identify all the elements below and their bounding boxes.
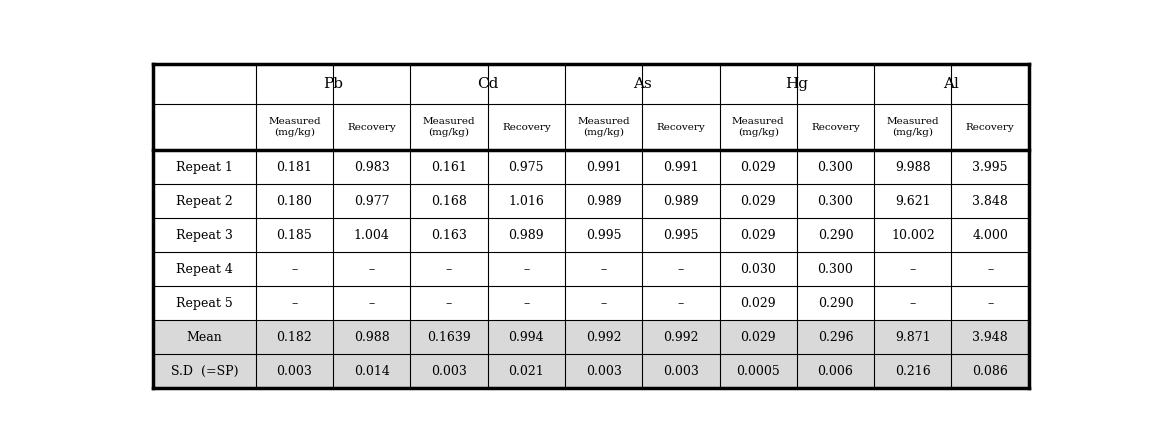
Text: 0.989: 0.989 [586, 195, 621, 208]
Text: 0.300: 0.300 [817, 195, 853, 208]
Text: 0.163: 0.163 [431, 229, 467, 242]
Text: S.D  (=SP): S.D (=SP) [171, 365, 239, 378]
Text: 0.168: 0.168 [431, 195, 467, 208]
Text: –: – [678, 263, 684, 276]
Text: 0.991: 0.991 [663, 161, 699, 174]
Text: –: – [292, 297, 297, 310]
Text: 0.180: 0.180 [277, 195, 312, 208]
Text: Measured
(mg/kg): Measured (mg/kg) [269, 117, 321, 137]
Text: Recovery: Recovery [502, 123, 551, 132]
Text: 0.216: 0.216 [895, 365, 930, 378]
Text: Pb: Pb [323, 77, 344, 91]
Text: 0.014: 0.014 [354, 365, 390, 378]
Text: 0.975: 0.975 [508, 161, 544, 174]
Text: –: – [523, 297, 529, 310]
Text: 0.086: 0.086 [972, 365, 1008, 378]
Text: 3.948: 3.948 [972, 331, 1008, 344]
Text: 9.621: 9.621 [895, 195, 930, 208]
Text: 0.029: 0.029 [740, 331, 776, 344]
Text: 0.992: 0.992 [663, 331, 699, 344]
Text: Mean: Mean [187, 331, 223, 344]
Text: 0.995: 0.995 [586, 229, 621, 242]
Text: 0.029: 0.029 [740, 161, 776, 174]
Text: –: – [446, 263, 452, 276]
Text: –: – [678, 297, 684, 310]
Text: 0.989: 0.989 [508, 229, 544, 242]
Text: 0.181: 0.181 [277, 161, 312, 174]
Text: 0.003: 0.003 [277, 365, 312, 378]
Text: 0.003: 0.003 [431, 365, 467, 378]
Text: 9.871: 9.871 [895, 331, 930, 344]
Text: As: As [633, 77, 651, 91]
Text: –: – [987, 297, 993, 310]
Text: 3.995: 3.995 [972, 161, 1008, 174]
Text: 0.290: 0.290 [817, 297, 853, 310]
Text: 0.029: 0.029 [740, 297, 776, 310]
Text: 0.983: 0.983 [354, 161, 390, 174]
Text: 0.029: 0.029 [740, 195, 776, 208]
Text: 0.161: 0.161 [431, 161, 467, 174]
Text: Repeat 3: Repeat 3 [176, 229, 233, 242]
Text: Hg: Hg [785, 77, 808, 91]
Text: –: – [292, 263, 297, 276]
Text: Recovery: Recovery [812, 123, 860, 132]
Text: Measured
(mg/kg): Measured (mg/kg) [732, 117, 784, 137]
Text: 0.003: 0.003 [663, 365, 699, 378]
Text: 0.006: 0.006 [817, 365, 853, 378]
Text: Cd: Cd [477, 77, 498, 91]
Text: 0.030: 0.030 [740, 263, 776, 276]
Text: 0.988: 0.988 [354, 331, 390, 344]
Text: 0.185: 0.185 [277, 229, 312, 242]
Text: 0.290: 0.290 [817, 229, 853, 242]
Text: 0.994: 0.994 [508, 331, 544, 344]
Text: 0.182: 0.182 [277, 331, 312, 344]
Text: 0.991: 0.991 [586, 161, 621, 174]
Text: Measured
(mg/kg): Measured (mg/kg) [887, 117, 940, 137]
Text: –: – [910, 297, 915, 310]
Text: 0.992: 0.992 [586, 331, 621, 344]
Text: Repeat 5: Repeat 5 [176, 297, 233, 310]
Text: 10.002: 10.002 [891, 229, 935, 242]
Text: Repeat 1: Repeat 1 [176, 161, 233, 174]
Text: 0.003: 0.003 [586, 365, 621, 378]
Text: 3.848: 3.848 [972, 195, 1008, 208]
Text: 0.021: 0.021 [508, 365, 544, 378]
Text: 0.977: 0.977 [354, 195, 390, 208]
Text: 0.300: 0.300 [817, 161, 853, 174]
Text: –: – [523, 263, 529, 276]
Text: Recovery: Recovery [347, 123, 397, 132]
Text: 0.989: 0.989 [663, 195, 699, 208]
Text: –: – [369, 263, 375, 276]
Text: 9.988: 9.988 [895, 161, 930, 174]
Text: 0.296: 0.296 [817, 331, 853, 344]
Text: 0.0005: 0.0005 [737, 365, 781, 378]
Text: Recovery: Recovery [656, 123, 706, 132]
Text: –: – [910, 263, 915, 276]
Text: –: – [601, 297, 606, 310]
Text: –: – [987, 263, 993, 276]
Text: 4.000: 4.000 [972, 229, 1008, 242]
Bar [153, 320, 1028, 354]
Text: 1.016: 1.016 [508, 195, 544, 208]
Text: –: – [369, 297, 375, 310]
Text: 0.1639: 0.1639 [427, 331, 470, 344]
Text: Repeat 4: Repeat 4 [176, 263, 233, 276]
Bar [153, 354, 1028, 388]
Text: Repeat 2: Repeat 2 [176, 195, 233, 208]
Text: Al: Al [943, 77, 959, 91]
Text: –: – [446, 297, 452, 310]
Text: Measured
(mg/kg): Measured (mg/kg) [423, 117, 475, 137]
Text: 0.029: 0.029 [740, 229, 776, 242]
Text: 1.004: 1.004 [354, 229, 390, 242]
Text: 0.995: 0.995 [663, 229, 699, 242]
Text: 0.300: 0.300 [817, 263, 853, 276]
Text: –: – [601, 263, 606, 276]
Text: Measured
(mg/kg): Measured (mg/kg) [578, 117, 630, 137]
Text: Recovery: Recovery [966, 123, 1015, 132]
